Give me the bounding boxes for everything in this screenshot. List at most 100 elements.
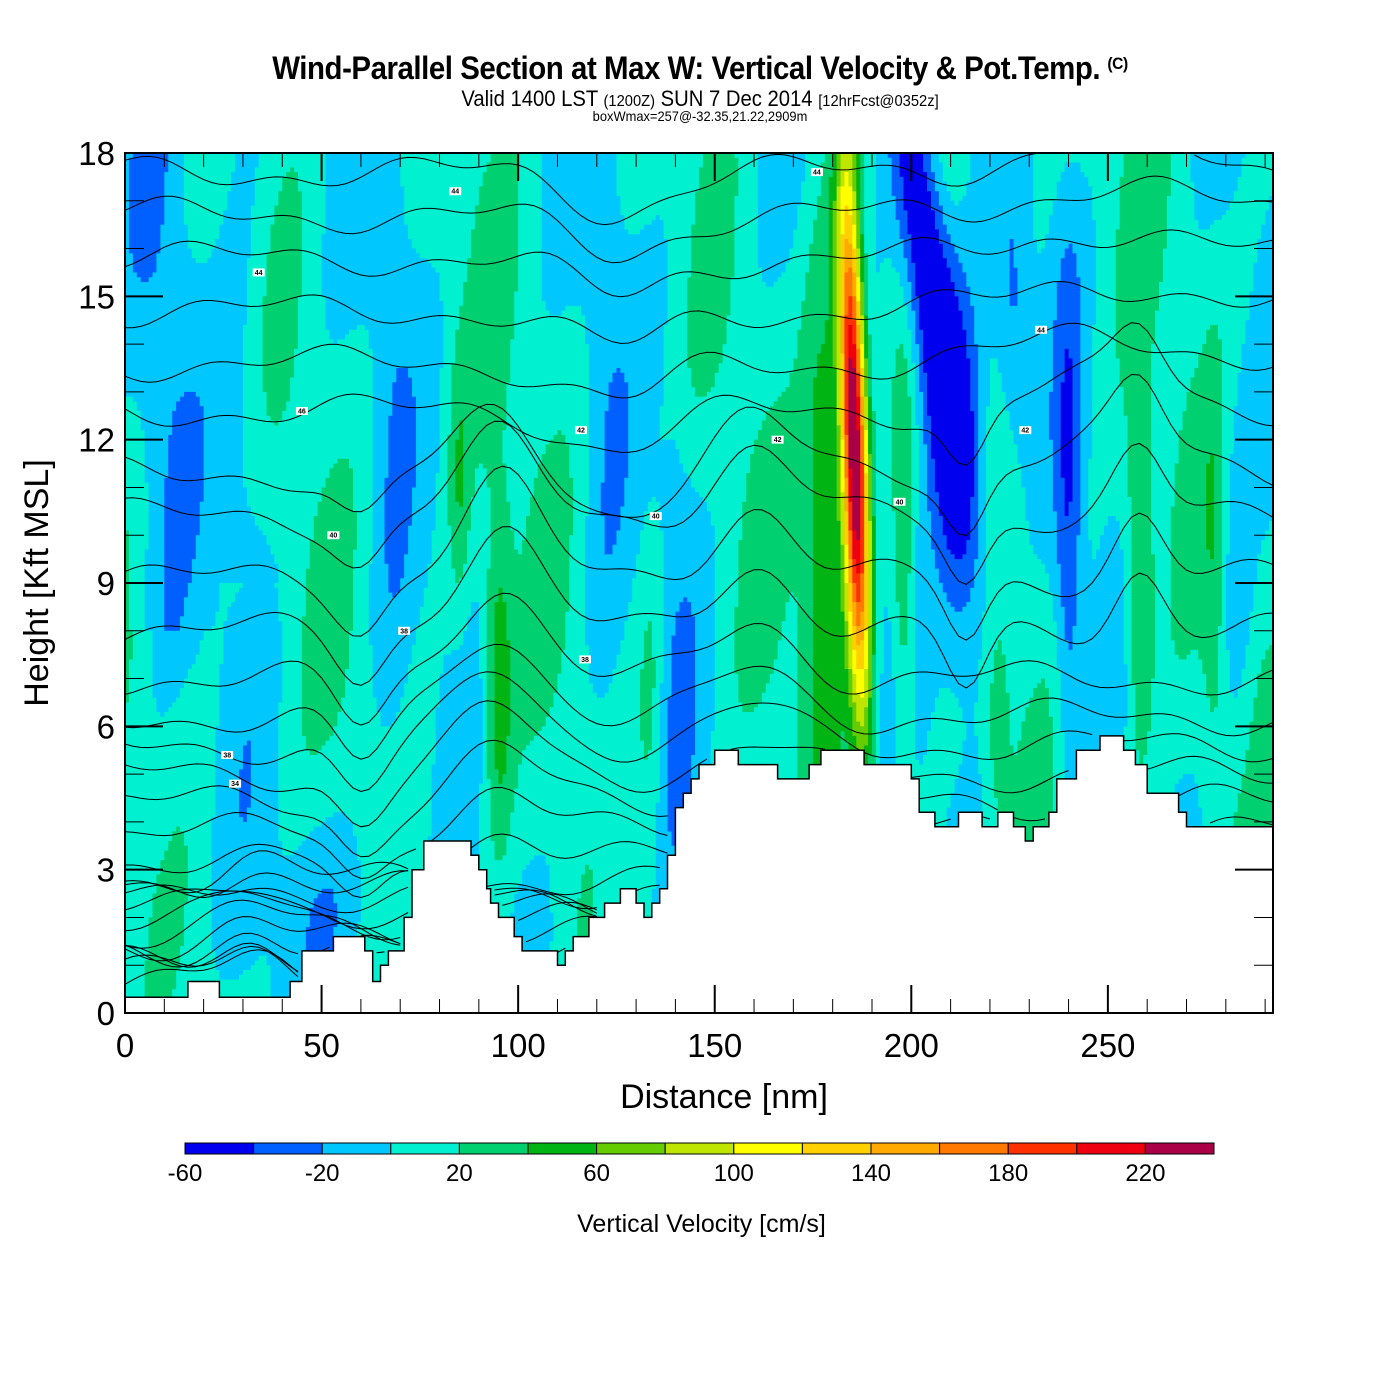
velocity-cell	[565, 153, 570, 307]
theta-contour-line	[125, 700, 1273, 828]
velocity-cell	[958, 764, 964, 813]
velocity-cell	[545, 716, 551, 866]
velocity-cell	[659, 683, 665, 890]
velocity-cell	[187, 669, 193, 983]
velocity-cell	[871, 153, 877, 412]
velocity-cell	[986, 406, 991, 828]
velocity-cell	[380, 153, 386, 727]
velocity-cell	[1021, 721, 1026, 828]
velocity-cell	[132, 401, 138, 998]
velocity-cell	[239, 817, 244, 976]
velocity-cell	[183, 845, 189, 904]
velocity-cell	[274, 587, 279, 998]
velocity-cell	[278, 191, 283, 422]
velocity-cell	[624, 382, 629, 479]
velocity-cell	[1190, 181, 1195, 379]
velocity-cell	[1210, 224, 1215, 326]
velocity-cell	[671, 439, 677, 637]
velocity-cell	[266, 153, 272, 254]
velocity-cell	[651, 688, 657, 890]
velocity-cell	[526, 864, 531, 952]
valid-date: SUN 7 Dec 2014	[660, 86, 813, 111]
velocity-cell	[262, 535, 268, 957]
velocity-cell	[734, 606, 739, 675]
velocity-cell	[844, 205, 849, 240]
velocity-cell	[474, 153, 480, 207]
velocity-cell	[274, 425, 279, 565]
velocity-cell	[270, 153, 275, 226]
theta-contour-line	[125, 592, 1273, 726]
theta-contour-line	[125, 890, 597, 941]
velocity-cell	[506, 501, 511, 641]
velocity-cell	[820, 344, 826, 751]
velocity-cell	[1135, 750, 1140, 766]
velocity-cell	[844, 172, 849, 207]
velocity-cell	[219, 224, 224, 584]
velocity-cell	[502, 602, 507, 775]
velocity-cell	[1009, 305, 1015, 431]
theta-contour-line	[125, 888, 598, 930]
contour-label-bg	[893, 497, 906, 506]
velocity-cell	[349, 821, 354, 938]
velocity-cell	[404, 368, 409, 555]
velocity-cell	[934, 568, 940, 699]
velocity-cell	[1072, 162, 1078, 254]
velocity-cell	[168, 153, 173, 436]
velocity-cell	[1115, 229, 1121, 360]
velocity-cell	[526, 516, 531, 747]
velocity-cell	[1001, 391, 1007, 656]
velocity-cell	[239, 587, 244, 770]
velocity-cell	[1123, 726, 1129, 751]
velocity-cell	[824, 153, 830, 321]
velocity-cell	[1194, 368, 1199, 651]
velocity-cell	[891, 377, 897, 512]
velocity-cell	[1009, 745, 1015, 813]
velocity-cell	[683, 153, 688, 474]
velocity-cell	[848, 215, 853, 245]
velocity-cell	[647, 224, 653, 503]
velocity-cell	[612, 153, 618, 374]
velocity-cell	[954, 611, 960, 699]
velocity-cell	[840, 731, 846, 751]
velocity-cell	[726, 315, 732, 751]
velocity-cell	[887, 153, 893, 159]
contour-label: 40	[652, 514, 660, 521]
contour-label: 40	[896, 499, 904, 506]
velocity-cell	[852, 583, 857, 603]
velocity-cell	[1048, 391, 1054, 441]
velocity-cell	[297, 845, 303, 983]
velocity-cell	[439, 673, 445, 842]
velocity-cell	[962, 196, 967, 274]
velocity-cell	[266, 253, 272, 417]
velocity-cell	[274, 583, 279, 589]
x-tick-label: 200	[884, 1027, 939, 1064]
velocity-cell	[793, 358, 798, 598]
velocity-cell	[128, 153, 134, 159]
velocity-cell	[364, 329, 370, 952]
velocity-cell	[1127, 497, 1133, 751]
velocity-cell	[1111, 153, 1117, 517]
velocity-cell	[824, 320, 830, 751]
velocity-cell	[431, 153, 437, 269]
velocity-cell	[848, 635, 853, 670]
velocity-cell	[938, 243, 944, 517]
velocity-cell	[919, 329, 924, 393]
velocity-cell	[195, 396, 201, 536]
velocity-cell	[1037, 253, 1042, 560]
velocity-cell	[1178, 153, 1184, 431]
velocity-cell	[934, 492, 940, 570]
velocity-cell	[871, 654, 877, 766]
velocity-cell	[722, 153, 728, 345]
velocity-cell	[950, 793, 956, 828]
velocity-cell	[691, 224, 696, 388]
velocity-cell	[297, 296, 303, 847]
velocity-cell	[176, 697, 181, 828]
velocity-cell	[883, 153, 889, 259]
velocity-cell	[1229, 153, 1235, 202]
velocity-cell	[337, 153, 342, 340]
velocity-cell	[746, 712, 751, 766]
velocity-cell	[895, 272, 901, 350]
velocity-cell	[474, 205, 480, 469]
velocity-cell	[781, 621, 787, 780]
velocity-cell	[710, 525, 716, 732]
